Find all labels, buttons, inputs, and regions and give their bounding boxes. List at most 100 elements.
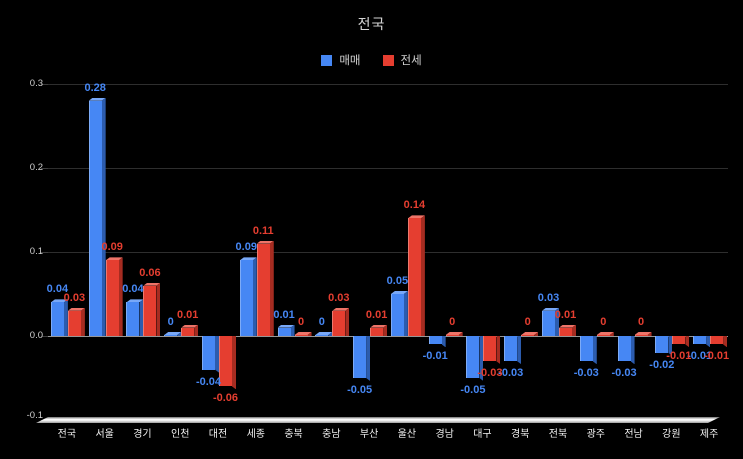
bar-front-face	[202, 336, 215, 370]
bar-value-label: 0.01	[365, 308, 388, 321]
bar-전세-제주[interactable]	[710, 336, 728, 348]
y-axis-label: 0.1	[29, 246, 43, 257]
bar-front-face	[407, 218, 421, 336]
y-axis-label: 0.3	[29, 78, 43, 89]
bar-매매-서울[interactable]	[88, 97, 106, 336]
bar-side-face	[328, 332, 333, 336]
y-axis-tick	[41, 252, 48, 253]
legend-swatch-red-icon	[382, 54, 394, 66]
bar-전세-충북[interactable]	[294, 332, 312, 336]
bar-value-label: -0.03	[477, 367, 503, 380]
y-axis-tick	[41, 84, 48, 85]
bar-side-face	[307, 332, 312, 336]
bar-value-label: -0.04	[195, 375, 222, 388]
bar-전세-경북[interactable]	[521, 332, 539, 336]
bar-value-label: 0	[637, 316, 645, 328]
bar-전세-대구[interactable]	[483, 336, 501, 365]
legend: 매매 전세	[0, 52, 743, 68]
bar-front-face	[596, 335, 610, 336]
legend-item-jeonse[interactable]: 전세	[382, 52, 422, 68]
bar-top-face	[181, 324, 199, 328]
bar-side-face	[609, 332, 614, 336]
legend-item-maemae[interactable]: 매매	[321, 52, 361, 68]
bar-front-face	[181, 327, 195, 336]
chart-title: 전국	[357, 16, 386, 32]
x-axis-label-15: 전남	[624, 429, 643, 440]
bar-매매-대구[interactable]	[466, 336, 484, 381]
bar-front-face	[164, 335, 178, 336]
bar-전세-인천[interactable]	[181, 324, 199, 336]
bar-전세-대전[interactable]	[219, 336, 236, 390]
bar-전세-충남[interactable]	[332, 307, 350, 336]
bar-전세-전남[interactable]	[634, 332, 652, 336]
bar-side-face	[252, 257, 257, 336]
bar-value-label: 0	[600, 316, 607, 328]
legend-swatch-blue-icon	[321, 54, 333, 66]
bar-매매-경남[interactable]	[428, 336, 446, 348]
bar-전세-경남[interactable]	[445, 332, 463, 336]
bar-매매-전북[interactable]	[542, 307, 559, 336]
bar-매매-충북[interactable]	[277, 324, 295, 336]
bar-매매-부산[interactable]	[353, 336, 371, 381]
bar-front-face	[672, 336, 686, 345]
bar-top-face	[294, 332, 312, 335]
bar-매매-광주[interactable]	[579, 336, 597, 365]
bar-front-face	[67, 310, 81, 336]
bar-전세-전국[interactable]	[67, 307, 85, 336]
bar-value-label: 0	[524, 316, 531, 328]
x-axis-label-13: 전북	[548, 429, 568, 440]
bar-value-label: 0.01	[273, 308, 295, 321]
bar-front-face	[693, 336, 707, 345]
bar-front-face	[277, 327, 291, 336]
bar-value-label: -0.06	[212, 392, 239, 405]
x-axis-label-6: 충북	[284, 429, 303, 440]
bar-전세-광주[interactable]	[596, 332, 614, 336]
bar-value-label: 0.09	[101, 241, 123, 254]
bar-value-label: -0.03	[573, 367, 599, 380]
y-axis-tick	[41, 336, 48, 337]
bar-매매-경기[interactable]	[126, 299, 144, 336]
bar-front-face	[521, 335, 535, 336]
bar-top-face	[239, 257, 257, 261]
legend-label: 매매	[339, 55, 361, 67]
bar-전세-경기[interactable]	[143, 282, 161, 336]
bar-front-face	[504, 336, 518, 362]
bar-매매-충남[interactable]	[315, 332, 333, 336]
x-axis-label-7: 충남	[322, 429, 341, 440]
bar-side-face	[572, 324, 576, 336]
bar-top-face	[88, 97, 106, 101]
x-axis-label-2: 경기	[133, 429, 152, 440]
bar-value-label: 0	[449, 316, 456, 328]
bar-매매-제주[interactable]	[693, 336, 711, 348]
bar-매매-강원[interactable]	[655, 336, 673, 356]
bar-front-face	[239, 260, 253, 336]
bar-top-face	[256, 240, 274, 244]
bar-value-label: 0.11	[252, 224, 274, 237]
bar-매매-울산[interactable]	[390, 291, 408, 336]
bar-전세-부산[interactable]	[370, 324, 388, 336]
bar-전세-서울[interactable]	[105, 257, 123, 336]
bar-top-face	[521, 332, 539, 335]
bar-front-face	[390, 294, 404, 336]
bar-side-face	[592, 336, 597, 365]
bar-front-face	[466, 336, 480, 378]
bar-side-face	[668, 336, 673, 356]
bar-value-label: 0.01	[554, 308, 577, 321]
bar-top-face	[634, 332, 652, 335]
bar-전세-울산[interactable]	[407, 215, 425, 336]
bar-매매-전남[interactable]	[617, 336, 635, 365]
bar-매매-대전[interactable]	[202, 336, 219, 373]
bar-전세-강원[interactable]	[672, 336, 690, 348]
bar-매매-전국[interactable]	[50, 299, 68, 336]
bar-front-face	[126, 302, 140, 336]
bar-전세-전북[interactable]	[559, 324, 576, 336]
bar-value-label: 0.09	[235, 241, 257, 254]
bar-매매-인천[interactable]	[164, 332, 182, 336]
bar-front-face	[483, 336, 497, 362]
bar-top-face	[559, 324, 576, 328]
bar-매매-세종[interactable]	[239, 257, 257, 336]
bar-매매-경북[interactable]	[504, 336, 522, 365]
bar-전세-세종[interactable]	[256, 240, 274, 336]
